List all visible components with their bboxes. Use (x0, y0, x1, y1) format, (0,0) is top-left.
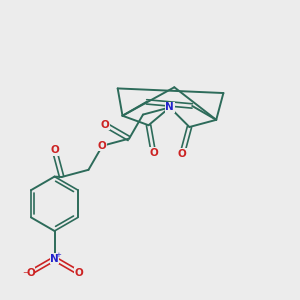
Text: O: O (101, 120, 110, 130)
Text: N: N (165, 102, 174, 112)
Text: O: O (50, 145, 59, 155)
Text: O: O (149, 148, 158, 158)
Text: O: O (98, 141, 107, 151)
Text: −: − (22, 270, 28, 276)
Text: O: O (26, 268, 35, 278)
Text: +: + (56, 252, 62, 258)
Text: O: O (74, 268, 83, 278)
Text: O: O (178, 149, 187, 159)
Text: N: N (50, 254, 59, 264)
